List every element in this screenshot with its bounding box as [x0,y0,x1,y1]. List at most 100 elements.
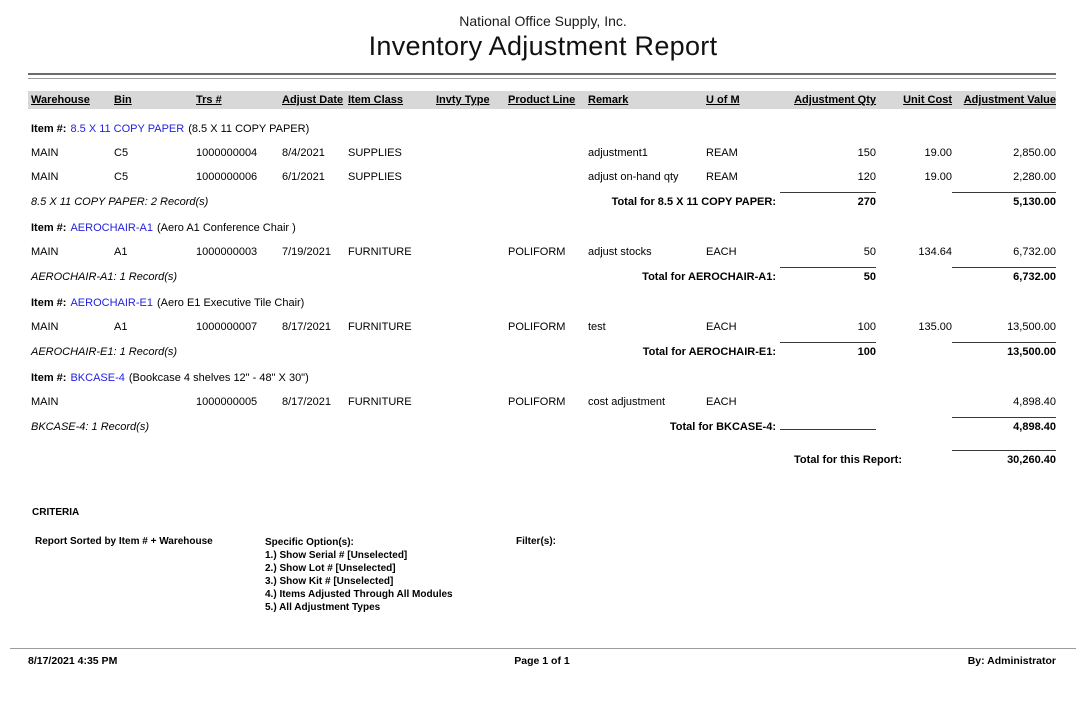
column-header-item_class: Item Class [348,94,436,106]
group-total-qty: 100 [780,342,876,358]
group-total-value: 4,898.40 [952,417,1056,433]
item-description: (Aero E1 Executive Tile Chair) [157,297,305,309]
group-total-label: Total for BKCASE-4: [669,421,776,433]
group-total-labels: 8.5 X 11 COPY PAPER: 2 Record(s) Total fo… [28,196,780,208]
item-number-label: Item #: [31,222,67,234]
criteria-options: Specific Option(s): 1.) Show Serial # [U… [265,536,453,614]
criteria-options-title: Specific Option(s): [265,537,354,548]
cell-bin: C5 [114,147,129,159]
cell-item_class: FURNITURE [348,321,412,333]
table-row: MAIN 1000000005 8/17/2021 FURNITURE POLIFORM… [28,384,1056,408]
cell-bin: C5 [114,171,129,183]
cell-uofm: EACH [706,396,737,408]
item-header-row: Item #: AEROCHAIR-A1 (Aero A1 Conference C… [28,208,1056,234]
report-total-label: Total for this Report: [794,454,902,466]
group-total-value: 5,130.00 [952,192,1056,208]
cell-uofm: EACH [706,321,737,333]
table-row: MAIN C5 1000000006 6/1/2021 SUPPLIES adjust o… [28,159,1056,183]
item-header-row: Item #: 8.5 X 11 COPY PAPER (8.5 X 11 COPY… [28,109,1056,135]
cell-unit_cost: 135.00 [918,321,952,333]
item-group: Item #: BKCASE-4 (Bookcase 4 shelves 12" -… [28,358,1056,433]
item-group: Item #: AEROCHAIR-A1 (Aero A1 Conference C… [28,208,1056,283]
criteria-option-1: 1.) Show Serial # [Unselected] [265,550,408,561]
cell-trs: 1000000004 [196,147,258,159]
cell-value: 6,732.00 [1013,246,1056,258]
cell-uofm: EACH [706,246,737,258]
cell-unit_cost: 134.64 [918,246,952,258]
column-header-invty_type: Invty Type [436,94,508,106]
item-number-label: Item #: [31,372,67,384]
group-total-value: 13,500.00 [952,342,1056,358]
item-group: Item #: 8.5 X 11 COPY PAPER (8.5 X 11 COPY… [28,109,1056,208]
column-header-label-qty: Adjustment Qty [794,94,876,106]
column-header-value: Adjustment Value [952,94,1056,106]
report-total-section: Total for this Report: 30,260.40 [28,418,1056,466]
column-header-label-trs: Trs # [196,94,222,106]
report-table-body: Item #: 8.5 X 11 COPY PAPER (8.5 X 11 COPY… [28,109,1056,433]
column-header-label-unit_cost: Unit Cost [903,94,952,106]
footer: 8/17/2021 4:35 PM Page 1 of 1 By: Admini… [28,655,1056,667]
item-group: Item #: AEROCHAIR-E1 (Aero E1 Executive Ti… [28,283,1056,358]
criteria-section: Report Sorted by Item # + Warehouse Spec… [0,536,1086,646]
column-header-unit_cost: Unit Cost [876,94,952,106]
column-header-qty: Adjustment Qty [780,94,876,106]
item-code-link[interactable]: AEROCHAIR-E1 [70,297,153,309]
cell-uofm: REAM [706,171,738,183]
group-total-row: AEROCHAIR-A1: 1 Record(s) Total for AEROC… [28,258,1056,283]
group-total-labels: AEROCHAIR-A1: 1 Record(s) Total for AEROC… [28,271,780,283]
cell-product_line: POLIFORM [508,246,566,258]
cell-adjust_date: 6/1/2021 [282,171,325,183]
item-code-link[interactable]: AEROCHAIR-A1 [70,222,153,234]
group-total-label: Total for AEROCHAIR-A1: [642,271,776,283]
cell-value: 4,898.40 [1013,396,1056,408]
table-header-row: Warehouse Bin Trs # Adjust Date Item Class In… [28,91,1056,109]
column-header-label-value: Adjustment Value [963,94,1056,106]
cell-trs: 1000000006 [196,171,258,183]
column-header-adjust_date: Adjust Date [282,94,348,106]
cell-warehouse: MAIN [31,171,59,183]
item-header-row: Item #: BKCASE-4 (Bookcase 4 shelves 12" -… [28,358,1056,384]
column-header-product_line: Product Line [508,94,588,106]
report-title: Inventory Adjustment Report [368,31,718,61]
table-row: MAIN A1 1000000003 7/19/2021 FURNITURE POLIFO… [28,234,1056,258]
footer-datetime: 8/17/2021 4:35 PM [28,655,118,667]
cell-bin: A1 [114,321,128,333]
cell-product_line: POLIFORM [508,396,566,408]
table-row: MAIN C5 1000000004 8/4/2021 SUPPLIES adjustme… [28,135,1056,159]
cell-item_class: SUPPLIES [348,147,402,159]
header-divider [28,73,1056,79]
cell-qty: 150 [857,147,876,159]
cell-trs: 1000000005 [196,396,258,408]
item-number-label: Item #: [31,123,67,135]
group-total-label: Total for AEROCHAIR-E1: [642,346,776,358]
column-header-label-bin: Bin [114,94,132,106]
column-header-label-uofm: U of M [706,94,740,106]
criteria-sort-text: Report Sorted by Item # + Warehouse [35,536,213,547]
cell-bin: A1 [114,246,128,258]
cell-value: 2,280.00 [1013,171,1056,183]
cell-unit_cost: 19.00 [924,147,952,159]
group-total-qty: 270 [780,192,876,208]
criteria-option-2: 2.) Show Lot # [Unselected] [265,563,396,574]
item-code-link[interactable]: 8.5 X 11 COPY PAPER [70,123,185,135]
group-record-count: AEROCHAIR-E1: 1 Record(s) [31,346,178,358]
cell-uofm: REAM [706,147,738,159]
column-header-remark: Remark [588,94,706,106]
cell-warehouse: MAIN [31,246,59,258]
group-record-count: BKCASE-4: 1 Record(s) [31,421,149,433]
item-code-link[interactable]: BKCASE-4 [70,372,125,384]
column-header-label-adjust_date: Adjust Date [282,94,344,106]
cell-value: 2,850.00 [1013,147,1056,159]
criteria-filters-title: Filter(s): [516,536,556,547]
cell-qty: 100 [857,321,876,333]
cell-item_class: SUPPLIES [348,171,402,183]
cell-trs: 1000000003 [196,246,258,258]
footer-divider [10,648,1076,649]
cell-item_class: FURNITURE [348,396,412,408]
item-description: (Bookcase 4 shelves 12" - 48" X 30") [128,372,309,384]
item-number-label: Item #: [31,297,67,309]
company-name: National Office Supply, Inc. [459,13,627,29]
footer-printed-by: By: Administrator [967,655,1057,667]
column-header-label-product_line: Product Line [508,94,576,106]
